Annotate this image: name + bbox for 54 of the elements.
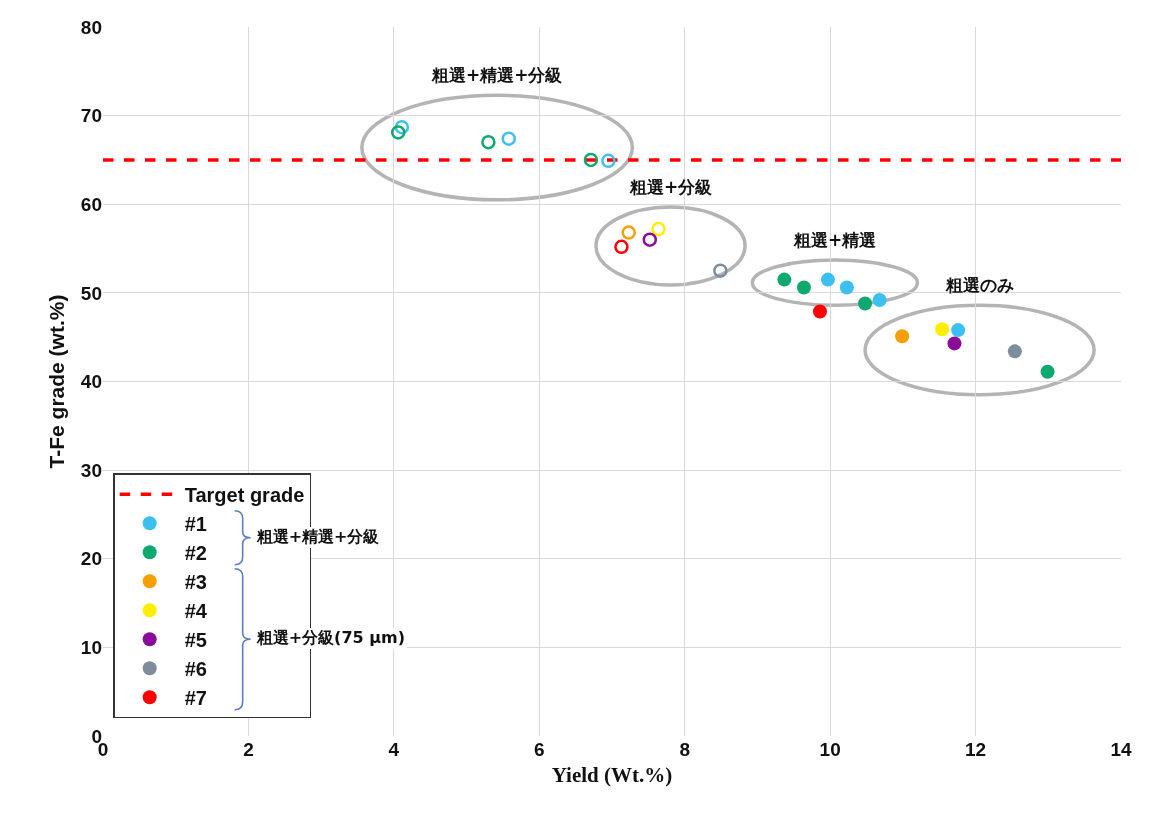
point	[872, 292, 887, 307]
y-tick-label: 70	[80, 105, 102, 127]
annotation: 粗選のみ	[945, 275, 1014, 295]
annotation: 粗選+分級(75 µm)	[254, 628, 407, 650]
point	[947, 336, 962, 351]
point	[713, 263, 728, 278]
point	[481, 134, 496, 150]
point	[812, 304, 827, 319]
legend-label: #2	[184, 542, 207, 565]
point	[820, 272, 835, 287]
y-tick-label: 50	[80, 282, 102, 304]
point	[777, 272, 792, 287]
point	[651, 221, 666, 237]
annotation: 粗選+精選	[793, 230, 877, 250]
x-tick-label: 14	[1110, 739, 1132, 760]
point	[935, 322, 950, 337]
y-tick-label: 80	[80, 16, 102, 38]
y-tick-label: 60	[80, 193, 102, 215]
x-axis-title: Yield (Wt.%)	[551, 763, 673, 788]
legend-label: #3	[184, 571, 207, 594]
point	[390, 125, 406, 140]
legend-label: #6	[184, 658, 207, 681]
legend-label: Target grade	[184, 484, 305, 507]
point	[583, 152, 599, 168]
point	[1007, 344, 1022, 359]
annotation: 粗選+精選+分級	[431, 65, 563, 85]
point	[642, 232, 658, 247]
point	[1040, 364, 1055, 379]
point	[621, 225, 636, 240]
legend-label: #5	[184, 629, 207, 652]
x-tick-label: 4	[388, 739, 400, 760]
x-tick-label: 2	[243, 739, 254, 760]
point	[501, 131, 516, 146]
x-tick-label: 6	[534, 739, 545, 760]
y-axis-title: T-Fe grade (wt.%)	[45, 294, 69, 469]
y-tick-label: 10	[80, 637, 102, 659]
y-tick-label: 30	[80, 459, 102, 481]
point	[614, 239, 629, 255]
legend-label: #1	[184, 513, 207, 536]
point	[858, 296, 873, 311]
legend-label: #4	[184, 600, 208, 623]
legend-label: #7	[184, 687, 207, 710]
point	[951, 323, 966, 338]
point	[796, 280, 811, 295]
annotation: 粗選+分級	[629, 177, 713, 197]
point	[895, 329, 910, 344]
x-tick-label: 12	[965, 739, 987, 760]
y-tick-label: 20	[80, 548, 102, 570]
x-tick-label: 8	[679, 739, 690, 760]
x-tick-label: 10	[819, 739, 841, 760]
annotation: 粗選+精選+分級	[254, 526, 382, 548]
point	[839, 280, 854, 295]
y-tick-label: 40	[80, 371, 102, 393]
point	[601, 153, 616, 169]
